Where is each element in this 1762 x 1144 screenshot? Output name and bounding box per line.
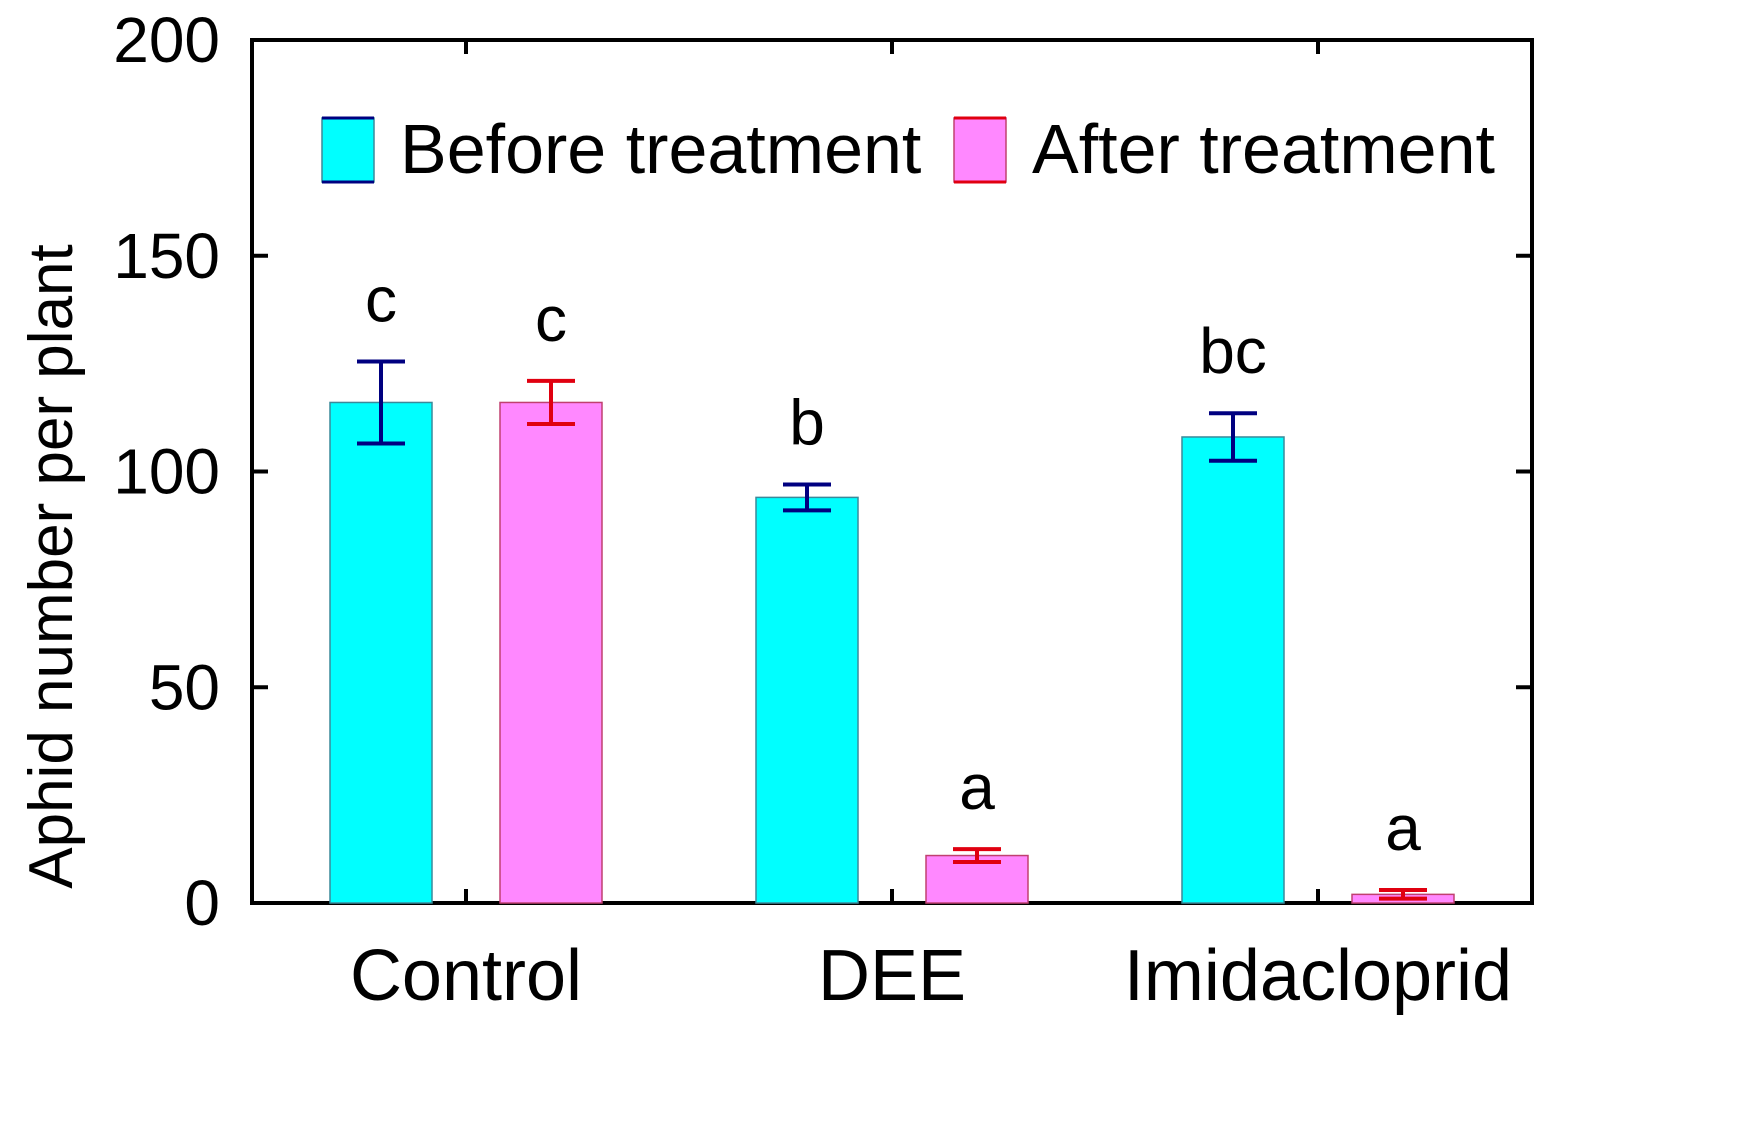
error-bars	[357, 359, 1427, 901]
y-tick-label: 200	[113, 4, 220, 76]
legend: Before treatment After treatment	[321, 110, 1495, 188]
bar	[755, 496, 859, 904]
bars	[329, 401, 1455, 904]
y-tick-label: 100	[113, 436, 220, 508]
legend-swatch	[953, 117, 1007, 183]
y-tick-label: 50	[149, 651, 220, 723]
significance-label: c	[365, 263, 397, 335]
legend-label: Before treatment	[400, 110, 921, 188]
x-category-label: Imidacloprid	[1124, 936, 1512, 1016]
y-tick-label: 0	[184, 867, 220, 939]
significance-label: b	[789, 386, 825, 458]
significance-label: a	[959, 751, 995, 823]
x-category-label: Control	[350, 936, 582, 1016]
significance-label: bc	[1199, 315, 1267, 387]
bar	[329, 401, 433, 904]
axis-ticks: 0 50 100 150 200	[113, 4, 1532, 939]
legend-swatch	[321, 117, 375, 183]
x-category-label: DEE	[818, 936, 966, 1016]
bar	[499, 401, 603, 904]
labels: Aphid number per plant Control c c DEE b a Imid…	[17, 244, 1512, 1016]
significance-label: a	[1385, 792, 1421, 864]
y-axis-title: Aphid number per plant	[17, 244, 86, 889]
bar	[1181, 436, 1285, 904]
significance-label: c	[535, 283, 567, 355]
legend-label: After treatment	[1032, 110, 1495, 188]
y-tick-label: 150	[113, 220, 220, 292]
